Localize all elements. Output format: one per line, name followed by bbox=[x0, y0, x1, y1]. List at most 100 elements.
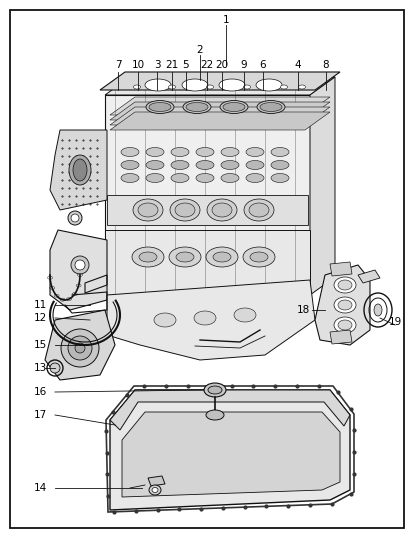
Ellipse shape bbox=[298, 85, 305, 89]
Ellipse shape bbox=[221, 173, 238, 182]
Ellipse shape bbox=[249, 252, 267, 262]
Polygon shape bbox=[110, 97, 329, 115]
Ellipse shape bbox=[183, 101, 211, 114]
Ellipse shape bbox=[146, 173, 164, 182]
Polygon shape bbox=[110, 107, 329, 125]
Ellipse shape bbox=[176, 252, 194, 262]
Ellipse shape bbox=[152, 487, 158, 492]
Text: 17: 17 bbox=[34, 410, 47, 420]
Text: 22: 22 bbox=[200, 60, 213, 70]
Text: 5: 5 bbox=[182, 60, 189, 70]
Ellipse shape bbox=[194, 311, 216, 325]
Polygon shape bbox=[110, 112, 329, 130]
Polygon shape bbox=[357, 270, 379, 283]
Ellipse shape bbox=[280, 85, 287, 89]
Text: 12: 12 bbox=[34, 313, 47, 323]
Polygon shape bbox=[147, 476, 165, 486]
Polygon shape bbox=[309, 77, 334, 295]
Ellipse shape bbox=[68, 336, 92, 360]
Ellipse shape bbox=[171, 173, 189, 182]
Ellipse shape bbox=[185, 103, 207, 111]
Ellipse shape bbox=[69, 155, 91, 185]
Ellipse shape bbox=[133, 85, 140, 89]
Ellipse shape bbox=[245, 147, 263, 157]
Ellipse shape bbox=[182, 79, 207, 91]
Ellipse shape bbox=[146, 147, 164, 157]
Polygon shape bbox=[110, 390, 349, 430]
Ellipse shape bbox=[218, 79, 244, 91]
Ellipse shape bbox=[219, 101, 247, 114]
Text: 9: 9 bbox=[240, 60, 247, 70]
Polygon shape bbox=[329, 262, 351, 276]
Ellipse shape bbox=[146, 101, 173, 114]
Ellipse shape bbox=[221, 147, 238, 157]
Text: 13: 13 bbox=[34, 363, 47, 373]
Ellipse shape bbox=[243, 199, 273, 221]
Ellipse shape bbox=[71, 214, 79, 222]
Text: 20: 20 bbox=[215, 60, 228, 70]
Ellipse shape bbox=[195, 147, 214, 157]
Ellipse shape bbox=[333, 317, 355, 333]
Ellipse shape bbox=[71, 256, 89, 274]
Ellipse shape bbox=[145, 79, 171, 91]
Polygon shape bbox=[122, 412, 339, 497]
Text: 3: 3 bbox=[153, 60, 160, 70]
Ellipse shape bbox=[139, 252, 157, 262]
Ellipse shape bbox=[271, 160, 288, 169]
Ellipse shape bbox=[242, 247, 274, 267]
Ellipse shape bbox=[337, 300, 351, 310]
Ellipse shape bbox=[138, 203, 158, 217]
Text: 18: 18 bbox=[296, 305, 309, 315]
Ellipse shape bbox=[61, 329, 99, 367]
Text: 19: 19 bbox=[387, 317, 401, 327]
Ellipse shape bbox=[68, 211, 82, 225]
Ellipse shape bbox=[337, 280, 351, 290]
Ellipse shape bbox=[154, 313, 176, 327]
Polygon shape bbox=[110, 390, 349, 510]
Text: 16: 16 bbox=[34, 387, 47, 397]
Ellipse shape bbox=[212, 252, 230, 262]
Ellipse shape bbox=[211, 203, 231, 217]
Ellipse shape bbox=[170, 199, 199, 221]
Bar bbox=[107, 195, 307, 225]
Polygon shape bbox=[110, 102, 329, 120]
Ellipse shape bbox=[133, 199, 163, 221]
Ellipse shape bbox=[245, 173, 263, 182]
Ellipse shape bbox=[195, 160, 214, 169]
Text: 14: 14 bbox=[34, 483, 47, 493]
Ellipse shape bbox=[121, 173, 139, 182]
Ellipse shape bbox=[206, 199, 236, 221]
Polygon shape bbox=[107, 280, 314, 360]
Ellipse shape bbox=[255, 79, 281, 91]
Ellipse shape bbox=[206, 410, 223, 420]
Text: 11: 11 bbox=[34, 300, 47, 310]
Ellipse shape bbox=[233, 308, 255, 322]
Ellipse shape bbox=[75, 260, 85, 270]
Polygon shape bbox=[105, 77, 334, 95]
Text: 1: 1 bbox=[222, 15, 229, 25]
Ellipse shape bbox=[175, 203, 195, 217]
Ellipse shape bbox=[337, 320, 351, 330]
Ellipse shape bbox=[73, 159, 87, 181]
Ellipse shape bbox=[206, 85, 213, 89]
Text: 15: 15 bbox=[34, 340, 47, 350]
Polygon shape bbox=[100, 72, 339, 90]
Ellipse shape bbox=[248, 203, 268, 217]
Polygon shape bbox=[105, 95, 309, 295]
Text: 6: 6 bbox=[259, 60, 266, 70]
Ellipse shape bbox=[223, 103, 244, 111]
Ellipse shape bbox=[149, 485, 161, 495]
Text: 2: 2 bbox=[196, 45, 203, 55]
Ellipse shape bbox=[256, 101, 284, 114]
Ellipse shape bbox=[259, 103, 281, 111]
Polygon shape bbox=[314, 265, 369, 345]
Ellipse shape bbox=[121, 147, 139, 157]
Polygon shape bbox=[50, 230, 107, 310]
Text: 7: 7 bbox=[114, 60, 121, 70]
Ellipse shape bbox=[271, 147, 288, 157]
Ellipse shape bbox=[195, 173, 214, 182]
Bar bbox=[105, 230, 309, 295]
Ellipse shape bbox=[373, 304, 381, 316]
Ellipse shape bbox=[171, 147, 189, 157]
Text: 10: 10 bbox=[131, 60, 144, 70]
